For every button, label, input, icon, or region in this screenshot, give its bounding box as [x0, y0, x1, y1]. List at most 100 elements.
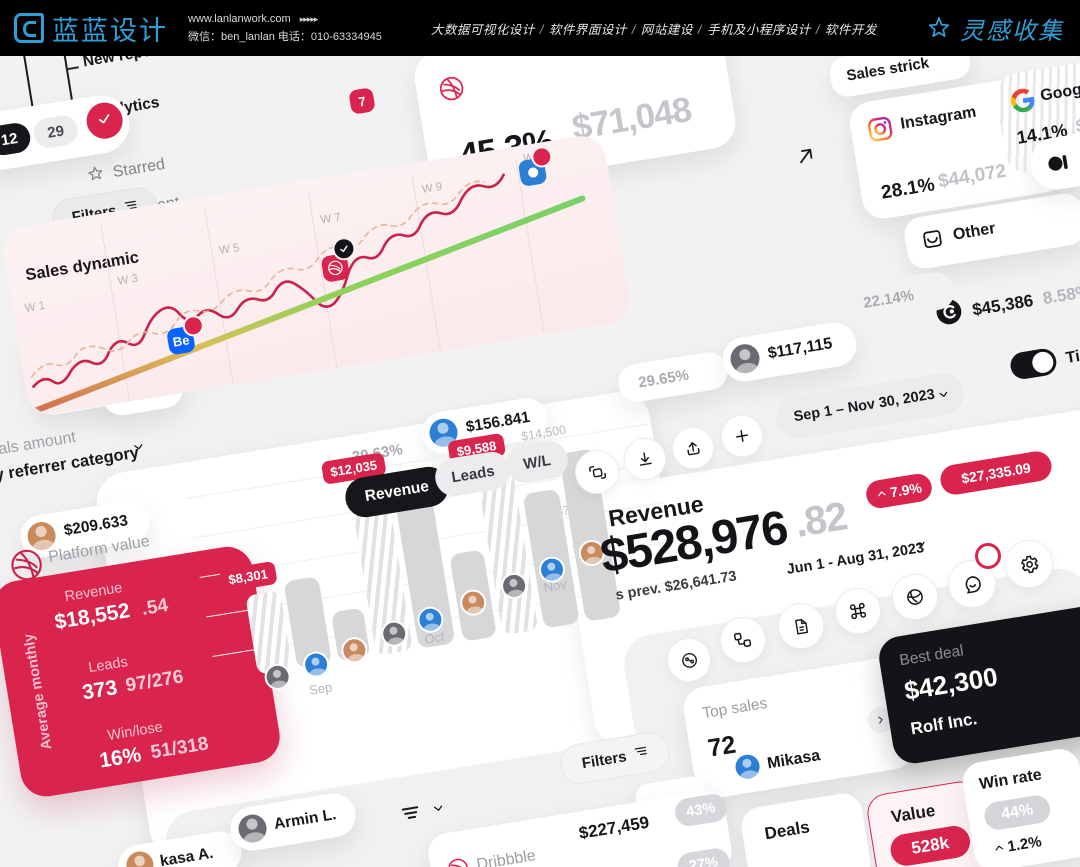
user-117115-amount: $117,115: [766, 335, 834, 363]
timeframe-toggle-row[interactable]: Timefra: [1008, 336, 1080, 381]
win-rate-title: Win rate: [977, 766, 1043, 794]
filters-button-bottom[interactable]: Filters: [557, 729, 673, 787]
revenue-cents: .82: [791, 494, 850, 546]
other-referrer-card[interactable]: Other: [902, 190, 1080, 272]
scan-button[interactable]: [571, 446, 623, 498]
user-209633-amount: $209.633: [62, 512, 130, 540]
chat-button[interactable]: [944, 556, 1000, 612]
chevron-down-icon[interactable]: [131, 439, 148, 460]
inbox-icon: [920, 226, 946, 256]
avg-leads-frac: 97/276: [124, 666, 185, 697]
brand-mark-icon: [14, 13, 44, 43]
dribbble-bottom-row[interactable]: Dribbble $227,459 43% 27%: [425, 788, 735, 867]
service-item: 网站建设: [640, 22, 693, 37]
value-badge: 528k: [888, 823, 973, 867]
best-deal-value: $42,300: [902, 661, 1000, 706]
user-chip-kasa-label: kasa A.: [158, 844, 215, 867]
notification-badge: 7: [348, 87, 376, 115]
month-label: Oct: [423, 628, 446, 647]
avg-leads-main: 373: [80, 676, 119, 705]
download-button[interactable]: [620, 434, 670, 484]
avg-revenue-frac: .54: [140, 594, 170, 620]
sidebar-item-starred[interactable]: Starred: [86, 154, 167, 188]
clutch-percent: 8.58%: [1041, 281, 1080, 309]
sales-dynamic-svg: [31, 173, 586, 414]
sales-strick-label: Sales strick: [845, 54, 931, 85]
deals-title: Deals: [763, 817, 812, 844]
arrow-up-icon: [995, 845, 1004, 851]
filters-bottom-label: Filters: [580, 747, 628, 772]
add-button[interactable]: [717, 411, 767, 461]
instagram-icon: [865, 114, 896, 149]
best-deal-company: Rolf Inc.: [909, 708, 979, 739]
instagram-percent: 28.1%: [879, 174, 937, 204]
avatar: [124, 849, 156, 867]
tab-revenue-label: Revenue: [363, 477, 431, 506]
sort-icon: [398, 800, 424, 830]
value-title: Value: [889, 800, 937, 827]
donut-icon: [1045, 149, 1073, 181]
dribbble-icon: [445, 856, 471, 867]
command-button[interactable]: [831, 584, 885, 638]
timeframe-label: Timefra: [1064, 340, 1080, 367]
dribbble-row-amount: $227,459: [577, 812, 651, 843]
bar-solid-sep[interactable]: [283, 576, 333, 669]
count-total-chip[interactable]: 29: [31, 113, 80, 150]
other-name: Other: [951, 220, 997, 244]
toggle-switch[interactable]: [1008, 346, 1059, 381]
star-burst-icon: [926, 15, 952, 41]
win-rate-delta-label: 1.2%: [1006, 833, 1043, 856]
brand-contact: www.lanlanwork.com ▸▸▸▸▸ 微信：ben_lanlan 电…: [188, 11, 382, 45]
dribbble-marker[interactable]: [320, 252, 351, 283]
best-deal-title: Best deal: [898, 642, 965, 670]
service-item: 大数据可视化设计: [430, 22, 535, 37]
chevron-down-icon[interactable]: [914, 537, 930, 557]
service-item: 软件界面设计: [548, 22, 627, 37]
trend-arrow-icon: [793, 143, 819, 173]
share-button[interactable]: [668, 423, 718, 473]
clutch-row[interactable]: $45,386 8.58%: [933, 276, 1080, 333]
date-range-pill[interactable]: Sep 1 – Nov 30, 2023: [772, 370, 968, 442]
dribbble-icon: [437, 74, 468, 109]
counter-card: 12 29: [0, 91, 134, 179]
dark-metric-pill[interactable]: [1026, 122, 1080, 194]
dribbble-row-percent-label: 43%: [685, 799, 717, 821]
avatar: [236, 812, 269, 845]
google-icon: [1009, 87, 1037, 119]
sales-dynamic-chart: Sales dynamic W 1 W 3 W 5 W 7 W 9 W 11 B…: [0, 132, 633, 418]
sort-dropdown[interactable]: [398, 796, 448, 830]
user-chip-armin-label: Armin L.: [272, 806, 338, 833]
settings-button[interactable]: [1001, 536, 1057, 592]
instagram-referrer-card[interactable]: Instagram 28.1% $44,072: [846, 72, 1069, 222]
top-sales-card[interactable]: Top sales 72 Mikasa: [680, 654, 918, 802]
google-referrer-card[interactable]: Google 14.1% $: [992, 56, 1080, 176]
count-active-chip[interactable]: 12: [0, 120, 33, 158]
platform-marker[interactable]: [517, 157, 548, 188]
win-rate-card[interactable]: Win rate 44% 1.2%: [959, 746, 1080, 867]
chevron-down-icon: [936, 387, 952, 407]
pct-22-label: 22.14%: [862, 286, 916, 312]
win-rate-badge: 44%: [982, 793, 1053, 832]
clutch-amount: $45,386: [970, 290, 1035, 320]
avg-winlose-frac: 51/318: [149, 733, 210, 764]
node-button[interactable]: [663, 634, 715, 686]
sort-icon: [632, 743, 650, 765]
confirm-button[interactable]: [83, 100, 126, 142]
dribbble-row-percent2-label: 27%: [687, 854, 720, 867]
sphere-button[interactable]: [888, 570, 942, 624]
chevron-right-icon[interactable]: [865, 704, 896, 735]
arrow-up-icon: [878, 490, 886, 496]
tree-button[interactable]: [716, 613, 770, 667]
avatar: [733, 752, 762, 781]
revenue-delta-pct: 7.9%: [864, 471, 934, 511]
doc-button[interactable]: [774, 599, 828, 653]
inspiration-label: 灵感收集: [960, 17, 1064, 45]
win-rate-delta: 1.2%: [992, 833, 1043, 857]
top-sales-title: Top sales: [701, 694, 769, 723]
dribbble-icon: [7, 546, 47, 590]
instagram-amount: $44,072: [936, 160, 1008, 193]
user-117115-chip[interactable]: $117,115: [719, 319, 860, 385]
avg-revenue-main: $18,552: [53, 599, 132, 634]
star-icon: [86, 164, 106, 188]
check-icon: [95, 110, 114, 132]
